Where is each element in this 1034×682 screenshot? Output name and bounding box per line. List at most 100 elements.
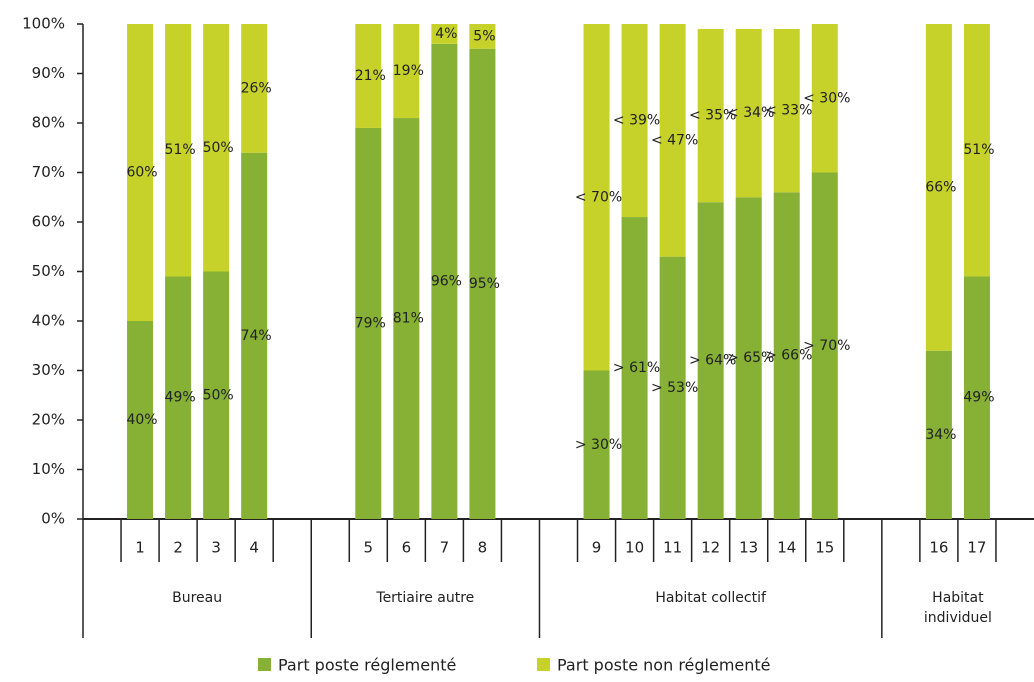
value-label: 74% (241, 328, 272, 344)
legend-swatch (537, 658, 550, 671)
bar-segment (393, 24, 420, 119)
group-label: Habitat collectif (655, 590, 766, 606)
y-tick-label: 20% (32, 411, 65, 429)
value-label: 26% (241, 80, 272, 96)
value-label: 51% (963, 142, 994, 158)
bar-segment (735, 28, 762, 198)
bar-segment (431, 24, 458, 44)
bar-segment (583, 370, 610, 519)
x-tick-label: 2 (173, 539, 183, 557)
bar-segment (355, 24, 382, 128)
bar-segment (355, 127, 382, 519)
x-tick-label: 8 (478, 539, 488, 557)
value-label: 34% (925, 427, 956, 443)
bar-segment (469, 24, 496, 49)
group-label: Habitat individuel (923, 590, 992, 626)
value-label: 81% (393, 311, 424, 327)
x-tick-label: 14 (777, 539, 796, 557)
legend-swatch (258, 658, 271, 671)
bar-segment (241, 24, 268, 153)
x-tick-label: 17 (967, 539, 986, 557)
x-tick-label: 10 (625, 539, 644, 557)
value-label: 79% (355, 315, 386, 331)
bar-segment (811, 172, 838, 519)
group-label: Bureau (172, 590, 223, 606)
value-label: 40% (126, 412, 157, 428)
value-label: 95% (469, 276, 500, 292)
value-label: > 64% (689, 353, 736, 369)
value-label: > 66% (765, 348, 812, 364)
y-tick-label: 70% (32, 163, 65, 181)
y-tick-label: 0% (41, 510, 65, 528)
x-tick-label: 7 (440, 539, 450, 557)
legend-label: Part poste réglementé (278, 656, 456, 675)
value-label: < 39% (613, 113, 660, 129)
value-label: 50% (203, 140, 234, 156)
bar-segment (773, 28, 800, 193)
value-label: > 70% (803, 338, 850, 354)
value-label: < 35% (689, 108, 736, 124)
y-tick-label: 100% (22, 15, 65, 33)
bar-segment (659, 24, 686, 257)
value-label: < 33% (765, 103, 812, 119)
bar-segment (165, 276, 192, 519)
bar-segment (925, 350, 952, 519)
y-tick-label: 40% (32, 312, 65, 330)
bar-segment (697, 202, 724, 519)
group-label: Tertiaire autre (376, 590, 475, 606)
bar-segment (127, 24, 154, 321)
value-label: 60% (126, 165, 157, 181)
bar-segment (583, 24, 610, 371)
value-label: < 30% (803, 90, 850, 106)
value-label: > 30% (575, 437, 622, 453)
value-label: < 70% (575, 189, 622, 205)
bar-segment (203, 271, 230, 519)
value-label: 96% (431, 273, 462, 289)
bar-segment (431, 43, 458, 520)
y-tick-label: 10% (32, 460, 65, 478)
value-label: > 53% (651, 380, 698, 396)
value-label: 66% (925, 179, 956, 195)
y-tick-label: 30% (32, 361, 65, 379)
x-tick-label: 4 (249, 539, 259, 557)
bar-segment (393, 118, 420, 520)
value-label: 5% (473, 28, 495, 44)
bar-segment (165, 24, 192, 277)
x-tick-label: 6 (402, 539, 412, 557)
value-label: < 34% (727, 105, 774, 121)
x-tick-label: 16 (929, 539, 948, 557)
bar-segment (621, 217, 648, 520)
bar-segment (811, 24, 838, 173)
bar-segment (127, 321, 154, 519)
bar-segment (469, 48, 496, 519)
x-tick-label: 11 (663, 539, 682, 557)
value-label: 4% (435, 26, 457, 42)
x-tick-label: 9 (592, 539, 602, 557)
y-tick-label: 50% (32, 262, 65, 280)
bar-segment (659, 256, 686, 519)
x-tick-label: 3 (211, 539, 221, 557)
bar-segment (697, 28, 724, 203)
y-tick-label: 90% (32, 64, 65, 82)
x-tick-label: 5 (364, 539, 374, 557)
value-label: 50% (203, 387, 234, 403)
bar-segment (963, 276, 990, 519)
bar-segment (621, 24, 648, 218)
value-label: 51% (165, 142, 196, 158)
x-tick-label: 12 (701, 539, 720, 557)
y-tick-label: 80% (32, 114, 65, 132)
value-label: > 61% (613, 360, 660, 376)
value-label: < 47% (651, 132, 698, 148)
legend-label: Part poste non réglementé (557, 656, 771, 675)
value-label: > 65% (727, 350, 774, 366)
bar-segment (203, 24, 230, 272)
x-tick-label: 15 (815, 539, 834, 557)
value-label: 49% (165, 390, 196, 406)
bar-segment (241, 152, 268, 519)
bar-segment (925, 24, 952, 351)
x-tick-label: 13 (739, 539, 758, 557)
value-label: 19% (393, 63, 424, 79)
x-tick-label: 1 (135, 539, 145, 557)
